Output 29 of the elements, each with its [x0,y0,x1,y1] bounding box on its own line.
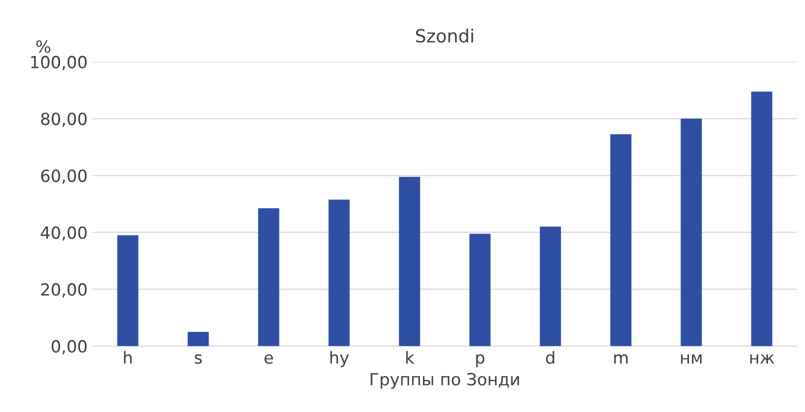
x-tick-label: нм [681,354,702,364]
x-axis-title: Группы по Зонди [370,372,519,389]
x-tick-label: e [264,354,273,364]
y-tick-label: 100,00 [31,56,87,70]
x-tick-label: s [194,354,202,364]
bar [540,226,561,346]
bar [751,92,772,346]
bar [258,208,280,346]
bar [610,134,632,346]
chart-title: Szondi [416,28,474,43]
x-tick-label: p [476,354,484,368]
x-tick-label: h [124,350,132,364]
bar [188,332,209,346]
y-axis-title: % [36,40,50,53]
y-tick-label: 0,00 [52,340,87,354]
x-tick-label: нж [750,354,774,364]
bar [117,235,138,346]
bar [398,176,420,346]
bar [680,118,702,346]
y-tick-label: 60,00 [41,169,87,184]
x-tick-label: k [406,350,414,364]
y-tick-label: 40,00 [40,226,87,241]
y-tick-label: 20,00 [41,283,87,298]
y-tick-label: 80,00 [41,112,87,127]
bar [328,200,350,346]
bar [469,234,491,346]
x-tick-label: d [546,350,554,364]
x-tick-label: hy [330,350,349,368]
x-tick-label: m [614,354,628,364]
